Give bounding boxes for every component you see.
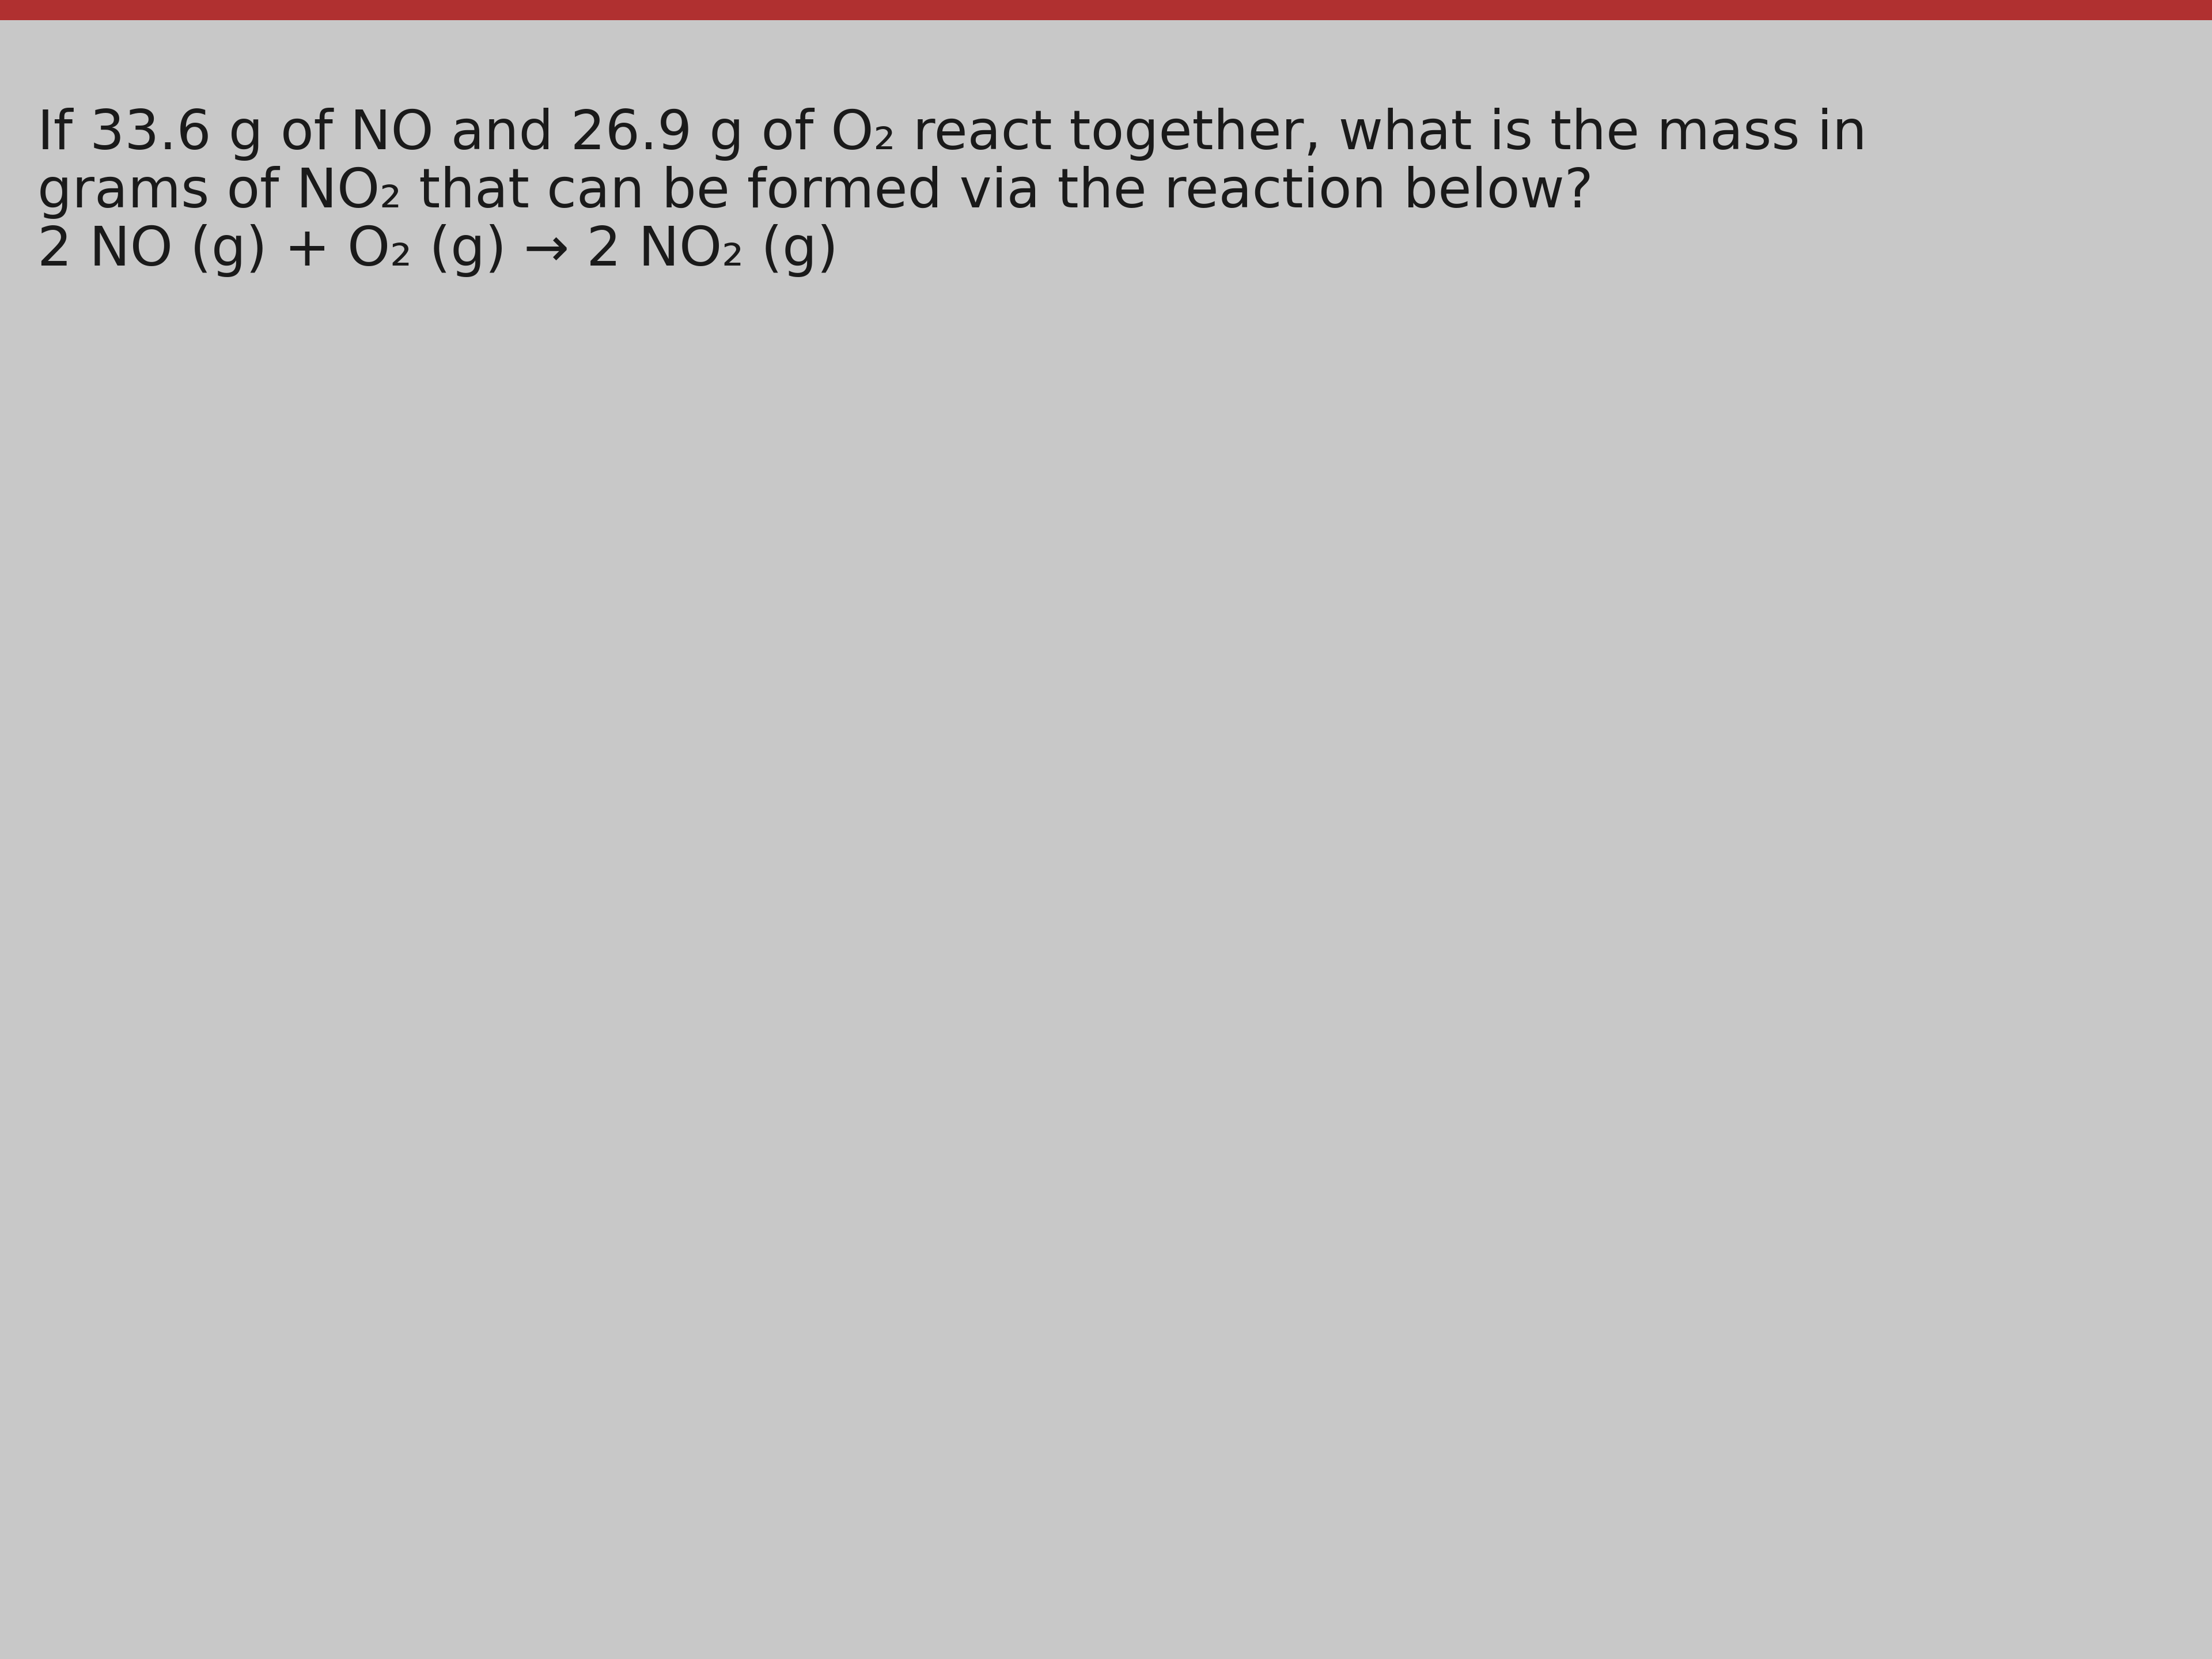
Text: 2 NO (g) + O₂ (g) → 2 NO₂ (g): 2 NO (g) + O₂ (g) → 2 NO₂ (g) — [38, 224, 838, 277]
Text: If 33.6 g of NO and 26.9 g of O₂ react together, what is the mass in: If 33.6 g of NO and 26.9 g of O₂ react t… — [38, 108, 1867, 161]
Text: grams of NO₂ that can be formed via the reaction below?: grams of NO₂ that can be formed via the … — [38, 166, 1593, 219]
Bar — [0, 0, 2212, 20]
